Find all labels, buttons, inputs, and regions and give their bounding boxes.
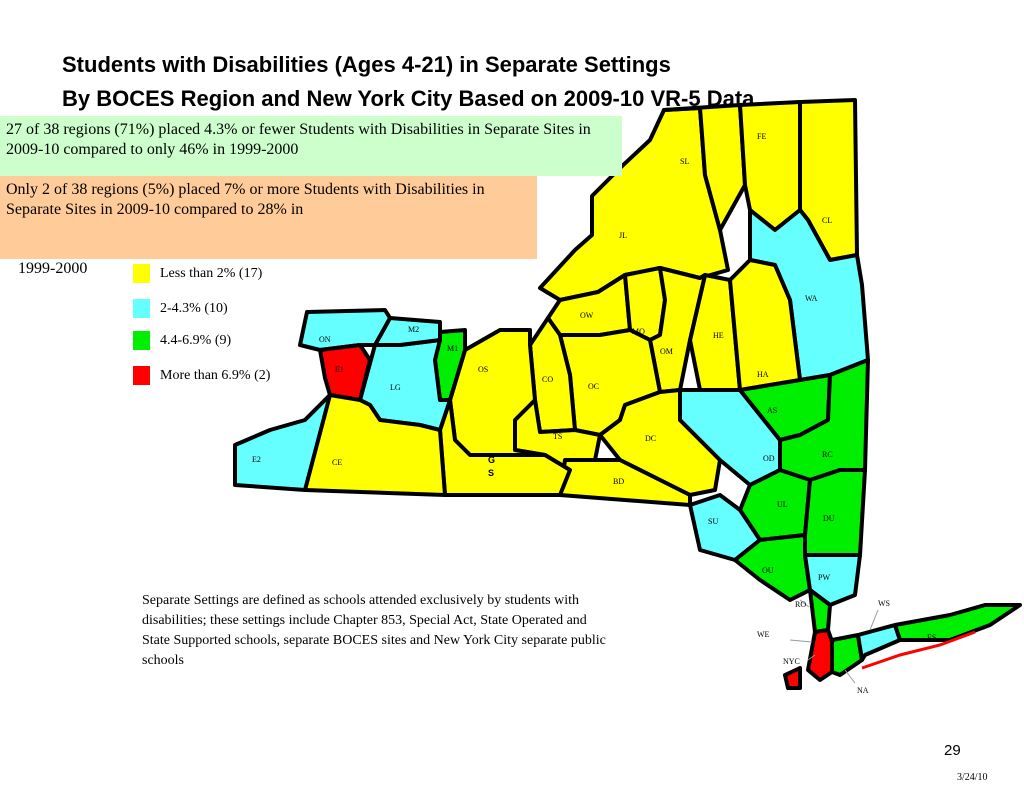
- label-TS: TS: [553, 432, 562, 441]
- label-NYC: NYC: [783, 657, 800, 666]
- page-title-line2: By BOCES Region and New York City Based …: [62, 86, 755, 111]
- label-ES: ES: [927, 633, 936, 642]
- callout-green: 27 of 38 regions (71%) placed 4.3% or fe…: [0, 116, 622, 176]
- legend-label: 2-4.3% (10): [160, 300, 228, 316]
- label-HA: HA: [757, 370, 769, 379]
- region-E2: [233, 393, 332, 492]
- label-RO: RO: [795, 600, 806, 609]
- label-AS: AS: [767, 406, 777, 415]
- label-SU: SU: [708, 517, 718, 526]
- date-stamp: 3/24/10: [957, 772, 988, 783]
- legend-label: More than 6.9% (2): [160, 367, 271, 383]
- region-ON: [298, 308, 392, 352]
- label-OM: OM: [660, 347, 673, 356]
- legend-swatch-green: [133, 331, 150, 350]
- label-CO: CO: [542, 375, 553, 384]
- legend-item-4-6: 4.4-6.9% (9): [133, 331, 231, 350]
- label-M1: M1: [447, 344, 458, 353]
- label-GS-g: G: [488, 455, 495, 465]
- label-NA: NA: [857, 686, 869, 695]
- legend-label: Less than 2% (17): [160, 265, 263, 281]
- south-shore-line: [861, 630, 976, 670]
- label-M2: M2: [408, 325, 419, 334]
- region-WS: [856, 623, 902, 662]
- label-WA: WA: [805, 294, 818, 303]
- region-DU: [803, 468, 867, 557]
- label-DU: DU: [823, 514, 835, 523]
- label-OS: OS: [478, 365, 488, 374]
- label-OW: OW: [580, 311, 594, 320]
- legend-item-less-2: Less than 2% (17): [133, 264, 262, 283]
- label-WS: WS: [878, 599, 890, 608]
- label-CL: CL: [822, 216, 832, 225]
- region-PW: [803, 553, 862, 607]
- label-LG: LG: [390, 383, 401, 392]
- region-BD: [558, 458, 692, 507]
- region-DC: [598, 388, 722, 497]
- label-RC: RC: [822, 450, 833, 459]
- label-BD: BD: [613, 477, 624, 486]
- legend-swatch-yellow: [133, 264, 150, 283]
- label-SL: SL: [680, 157, 689, 166]
- label-E2: E2: [252, 455, 261, 464]
- label-HE: HE: [713, 331, 724, 340]
- label-GS-s: S: [488, 468, 494, 478]
- label-CE: CE: [332, 458, 342, 467]
- label-OD: OD: [763, 454, 775, 463]
- legend-item-over-6-9: More than 6.9% (2): [133, 366, 270, 385]
- callout-year: 1999-2000: [18, 260, 88, 277]
- label-JL: JL: [619, 231, 627, 240]
- legend-label: 4.4-6.9% (9): [160, 332, 232, 348]
- callout-orange: Only 2 of 38 regions (5%) placed 7% or m…: [0, 176, 537, 259]
- region-E1: [318, 343, 372, 402]
- label-E1: E1: [335, 365, 344, 374]
- label-OU: OU: [762, 566, 774, 575]
- page-number: 29: [944, 742, 961, 759]
- label-DC: DC: [645, 434, 656, 443]
- label-UL: UL: [777, 500, 788, 509]
- label-PW: PW: [818, 573, 830, 582]
- label-OC: OC: [588, 382, 599, 391]
- region-NYC-si: [783, 666, 802, 690]
- label-WE: WE: [757, 630, 770, 639]
- definition-note: Separate Settings are defined as schools…: [142, 593, 606, 668]
- page-title-line1: Students with Disabilities (Ages 4-21) i…: [62, 52, 671, 77]
- legend-item-2-4: 2-4.3% (10): [133, 299, 228, 318]
- legend-swatch-cyan: [133, 299, 150, 318]
- label-ON: ON: [319, 335, 331, 344]
- region-ES: [893, 603, 1022, 642]
- legend-swatch-red: [133, 366, 150, 385]
- region-NA: [830, 633, 864, 677]
- label-MO: MO: [632, 327, 645, 336]
- label-FE: FE: [757, 132, 766, 141]
